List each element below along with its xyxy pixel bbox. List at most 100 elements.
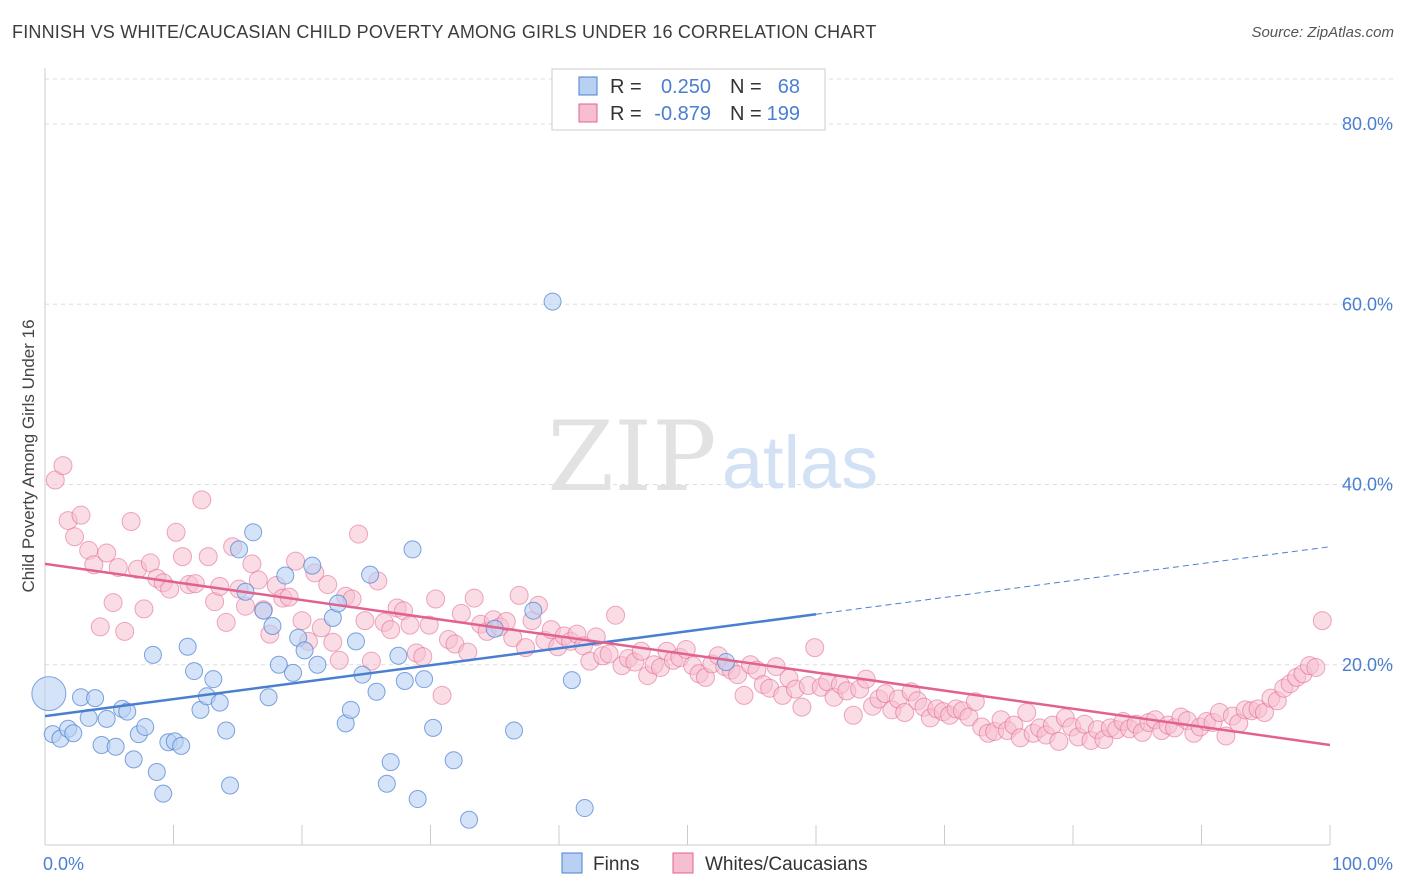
legend-swatch-finns [578, 76, 598, 96]
whites-point-64 [451, 603, 471, 623]
trend-lines [44, 546, 1331, 747]
finns-point-65 [562, 671, 581, 690]
whites-point-31 [242, 554, 262, 574]
whites-point-50 [361, 651, 381, 671]
finns-point-22 [178, 637, 197, 656]
finns-point-35 [263, 617, 282, 636]
bottom-legend-swatch-whites [672, 852, 694, 874]
whites-point-133 [895, 703, 915, 723]
whites-point-27 [216, 612, 236, 632]
whites-point-59 [419, 615, 439, 635]
finns-point-41 [303, 556, 322, 575]
bottom-legend-whites: Whites/Caucasians [705, 854, 868, 875]
legend-finns-r-value: 0.250 [661, 76, 711, 98]
whites-point-32 [248, 570, 268, 590]
whites-point-61 [432, 685, 452, 705]
watermark-zip: ZIP [547, 401, 716, 513]
whites-point-117 [792, 697, 812, 717]
finns-point-55 [403, 540, 422, 559]
x-tick-label-min: 0.0% [43, 854, 84, 874]
source-label: Source: ZipAtlas.com [1251, 24, 1394, 41]
finns-point-28 [217, 721, 236, 740]
finns-point-37 [276, 566, 295, 585]
finns-point-67 [717, 653, 736, 672]
series-finns [31, 292, 736, 829]
whites-point-66 [464, 588, 484, 608]
bottom-legend-finns: Finns [593, 854, 639, 875]
whites-point-144 [965, 692, 985, 712]
legend: R = 0.250 N = 68 R = -0.879 N = 199 [551, 68, 826, 131]
finns-point-63 [524, 601, 543, 620]
finns-point-38 [284, 663, 303, 682]
whites-point-198 [1312, 611, 1332, 631]
finns-point-0 [31, 676, 67, 712]
whites-point-12 [121, 511, 141, 531]
whites-point-49 [355, 611, 375, 631]
tick-labels: 20.0% 40.0% 60.0% 80.0% 0.0% 100.0% [43, 114, 1393, 874]
finns-point-26 [204, 670, 223, 689]
whites-point-38 [286, 551, 306, 571]
whites-point-53 [381, 620, 401, 640]
whites-point-4 [71, 505, 91, 525]
finns-trend-extension [815, 546, 1331, 615]
whites-point-197 [1306, 657, 1326, 677]
finns-point-49 [361, 565, 380, 584]
bottom-legend: Finns Whites/Caucasians [561, 852, 868, 875]
finns-point-47 [346, 632, 365, 651]
whites-point-9 [103, 593, 123, 613]
whites-point-11 [115, 621, 135, 641]
finns-point-53 [389, 646, 408, 665]
finns-point-34 [259, 688, 278, 707]
legend-finns-n-label: N = [730, 76, 762, 98]
finns-point-9 [97, 709, 116, 728]
chart-title: FINNISH VS WHITE/CAUCASIAN CHILD POVERTY… [12, 22, 877, 42]
whites-point-108 [734, 685, 754, 705]
whites-point-20 [172, 547, 192, 567]
whites-point-1 [53, 456, 73, 476]
whites-point-73 [509, 585, 529, 605]
watermark-atlas: atlas [722, 421, 878, 504]
finns-trend-line [44, 613, 817, 718]
legend-finns-r-label: R = [610, 76, 642, 98]
whites-point-58 [413, 647, 433, 667]
whites-point-23 [192, 490, 212, 510]
whites-point-44 [323, 632, 343, 652]
finns-point-17 [147, 763, 166, 782]
finns-point-15 [136, 717, 155, 736]
legend-whites-n-value: 199 [767, 103, 800, 125]
whites-point-119 [805, 638, 825, 658]
bottom-legend-swatch-finns [561, 852, 583, 874]
finns-point-56 [408, 790, 427, 809]
whites-point-48 [349, 524, 369, 544]
finns-point-50 [367, 682, 386, 701]
finns-point-27 [210, 693, 229, 712]
whites-point-125 [843, 705, 863, 725]
finns-point-52 [381, 753, 400, 772]
finns-point-51 [377, 774, 396, 793]
whites-point-43 [318, 575, 338, 595]
y-tick-label-80: 80.0% [1342, 114, 1393, 134]
finns-point-59 [444, 751, 463, 770]
whites-point-10 [108, 557, 128, 577]
finns-point-54 [395, 671, 414, 690]
whites-point-87 [599, 644, 619, 664]
finns-point-23 [185, 662, 204, 681]
finns-point-62 [505, 721, 524, 740]
whites-point-107 [728, 665, 748, 685]
finns-point-13 [124, 750, 143, 769]
finns-point-10 [106, 737, 125, 756]
finns-point-7 [86, 689, 105, 708]
finns-point-12 [118, 702, 137, 721]
whites-point-88 [606, 605, 626, 625]
finns-point-42 [308, 655, 327, 674]
finns-point-16 [143, 645, 162, 664]
whites-point-7 [90, 617, 110, 637]
whites-point-56 [400, 615, 420, 635]
whites-point-19 [166, 522, 186, 542]
whites-trend-line [44, 562, 1331, 747]
finns-point-36 [269, 655, 288, 674]
legend-swatch-whites [578, 103, 598, 123]
legend-whites-n-label: N = [730, 103, 762, 125]
finns-point-57 [415, 670, 434, 689]
